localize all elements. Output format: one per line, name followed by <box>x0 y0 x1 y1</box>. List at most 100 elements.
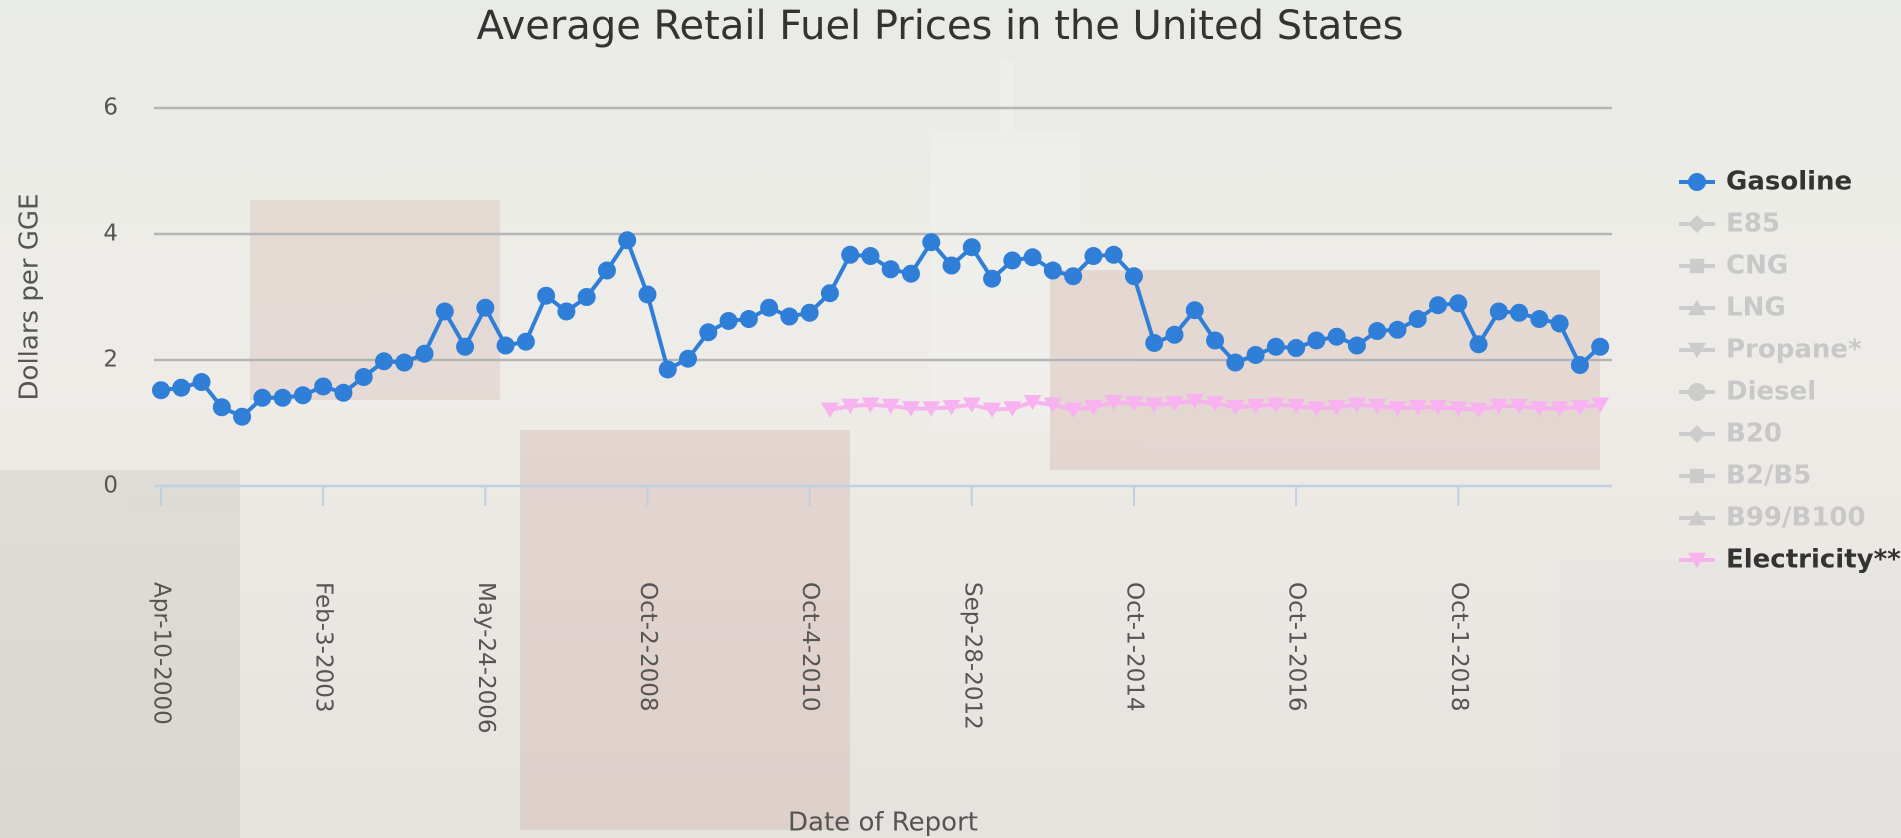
data-point <box>192 373 211 392</box>
data-point <box>1003 401 1022 417</box>
legend-marker <box>1688 509 1706 526</box>
data-point <box>1327 327 1346 346</box>
data-point <box>618 231 637 250</box>
data-point <box>577 288 596 306</box>
data-point <box>760 298 779 317</box>
x-tick-label: Sep-28-2012 <box>959 582 985 730</box>
legend-label: CNG <box>1726 251 1788 281</box>
x-axis-title: Date of Report <box>788 808 978 838</box>
data-point <box>1165 325 1184 344</box>
data-point <box>395 353 414 372</box>
data-point <box>415 344 434 363</box>
legend-label: B20 <box>1726 419 1782 449</box>
data-point <box>1307 401 1326 417</box>
x-tick-label: Oct-4-2010 <box>797 582 823 712</box>
data-point <box>1429 400 1448 416</box>
data-point <box>922 233 941 252</box>
data-point <box>1469 402 1488 418</box>
data-point <box>1368 322 1387 341</box>
data-point <box>1064 267 1083 286</box>
data-point <box>1206 331 1225 350</box>
data-point <box>962 397 981 413</box>
data-point <box>699 323 718 342</box>
data-point <box>881 398 900 415</box>
data-point <box>820 402 839 418</box>
data-point <box>1206 396 1225 412</box>
data-point <box>983 402 1002 418</box>
legend-marker <box>1689 468 1705 484</box>
data-point <box>293 386 312 405</box>
data-point <box>1449 294 1468 313</box>
legend-label: Electricity** <box>1726 545 1901 575</box>
data-point <box>719 311 738 330</box>
data-point <box>901 264 920 283</box>
data-point <box>1266 337 1285 356</box>
data-point <box>983 269 1002 288</box>
data-point <box>1064 402 1083 418</box>
data-point <box>374 352 393 371</box>
data-point <box>942 400 961 416</box>
data-point <box>1104 245 1123 264</box>
data-point <box>557 302 576 321</box>
legend-label: B99/B100 <box>1726 503 1866 533</box>
data-point <box>1408 400 1427 416</box>
legend-marker <box>1689 258 1705 274</box>
x-tick-label: Oct-1-2016 <box>1284 582 1310 712</box>
data-point <box>638 285 657 304</box>
x-tick-label: Oct-1-2018 <box>1446 582 1472 712</box>
data-point <box>942 256 961 275</box>
y-tick-label: 6 <box>103 95 118 121</box>
data-point <box>1165 396 1184 412</box>
data-point <box>1084 400 1103 416</box>
data-point <box>962 238 981 257</box>
data-point <box>841 398 860 415</box>
x-tick-label: Oct-1-2014 <box>1121 582 1147 712</box>
data-point <box>1388 401 1407 417</box>
data-point <box>1449 401 1468 417</box>
data-point <box>1226 400 1245 416</box>
data-point <box>1043 397 1062 413</box>
legend-marker <box>1688 173 1706 191</box>
data-point <box>1570 356 1589 375</box>
data-point <box>1185 301 1204 320</box>
data-point <box>861 247 880 266</box>
data-point <box>496 336 515 355</box>
x-tick-label: Oct-2-2008 <box>635 582 661 712</box>
data-point <box>1347 336 1366 355</box>
data-point <box>1145 397 1164 413</box>
data-point <box>861 397 880 413</box>
data-point <box>1246 345 1265 364</box>
data-point <box>1510 303 1529 322</box>
data-point <box>780 307 799 326</box>
chart-title: Average Retail Fuel Prices in the United… <box>477 3 1404 49</box>
data-point <box>212 398 231 417</box>
data-point <box>1550 401 1569 417</box>
data-point <box>1510 398 1529 415</box>
legend-marker <box>1688 299 1706 316</box>
data-point <box>435 302 454 321</box>
data-point <box>901 401 920 417</box>
legend-label: Diesel <box>1726 377 1816 407</box>
data-point <box>334 383 353 402</box>
data-point <box>253 388 272 407</box>
data-point <box>597 261 616 280</box>
x-tick-label: May-24-2006 <box>473 582 499 734</box>
data-point <box>1307 331 1326 350</box>
x-tick-label: Feb-3-2003 <box>311 582 337 713</box>
legend-label: Gasoline <box>1726 167 1852 197</box>
data-point <box>1489 302 1508 321</box>
legend-marker <box>1688 552 1706 569</box>
data-point <box>152 381 170 400</box>
data-point <box>922 401 941 417</box>
data-point <box>1246 398 1265 415</box>
data-point <box>1530 310 1549 329</box>
data-point <box>1429 296 1448 315</box>
legend-marker <box>1688 215 1706 233</box>
data-point <box>1226 353 1245 372</box>
data-point <box>1550 314 1569 333</box>
data-point <box>1469 335 1488 354</box>
legend-marker <box>1688 425 1706 443</box>
data-point <box>273 388 292 407</box>
